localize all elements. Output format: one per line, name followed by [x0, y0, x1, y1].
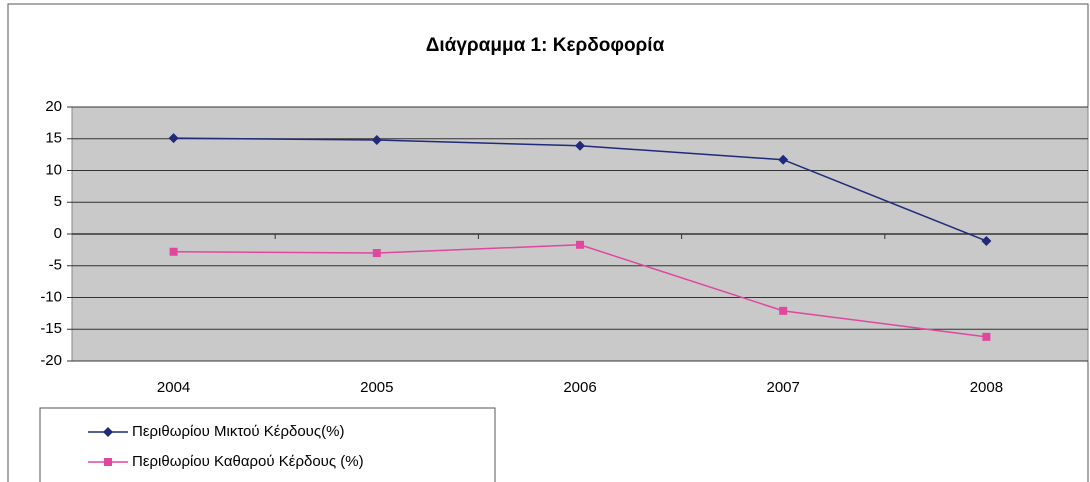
legend-label: Περιθωρίου Καθαρού Κέρδους (%): [132, 453, 364, 470]
marker: [168, 133, 179, 144]
legend-label: Περιθωρίου Μικτού Κέρδους(%): [132, 423, 344, 440]
y-tick-label: 0: [54, 225, 62, 242]
y-tick-label: -5: [49, 257, 62, 274]
marker: [169, 247, 178, 256]
marker: [372, 249, 381, 258]
y-tick-label: -20: [40, 352, 62, 369]
chart-title: Διάγραμμα 1: Κερδοφορία: [426, 35, 665, 56]
marker: [576, 240, 584, 249]
x-tick-label: 2006: [563, 379, 596, 396]
y-tick-label: -15: [40, 320, 62, 337]
marker: [981, 235, 992, 246]
marker: [778, 154, 789, 165]
marker: [779, 306, 788, 315]
x-tick-label: 2005: [360, 379, 393, 396]
marker: [575, 140, 585, 151]
y-tick-label: 20: [45, 98, 62, 115]
y-tick-label: 10: [45, 161, 62, 178]
x-tick-label: 2008: [970, 379, 1003, 396]
x-tick-label: 2007: [767, 379, 800, 396]
y-tick-label: 5: [54, 193, 62, 210]
x-tick-label: 2004: [157, 379, 190, 396]
marker: [982, 332, 991, 341]
y-tick-label: -10: [40, 288, 62, 305]
marker: [371, 135, 382, 146]
legend-marker: [103, 427, 113, 437]
legend-box: [39, 407, 496, 482]
legend-marker: [104, 458, 112, 466]
y-tick-label: 15: [45, 130, 62, 147]
